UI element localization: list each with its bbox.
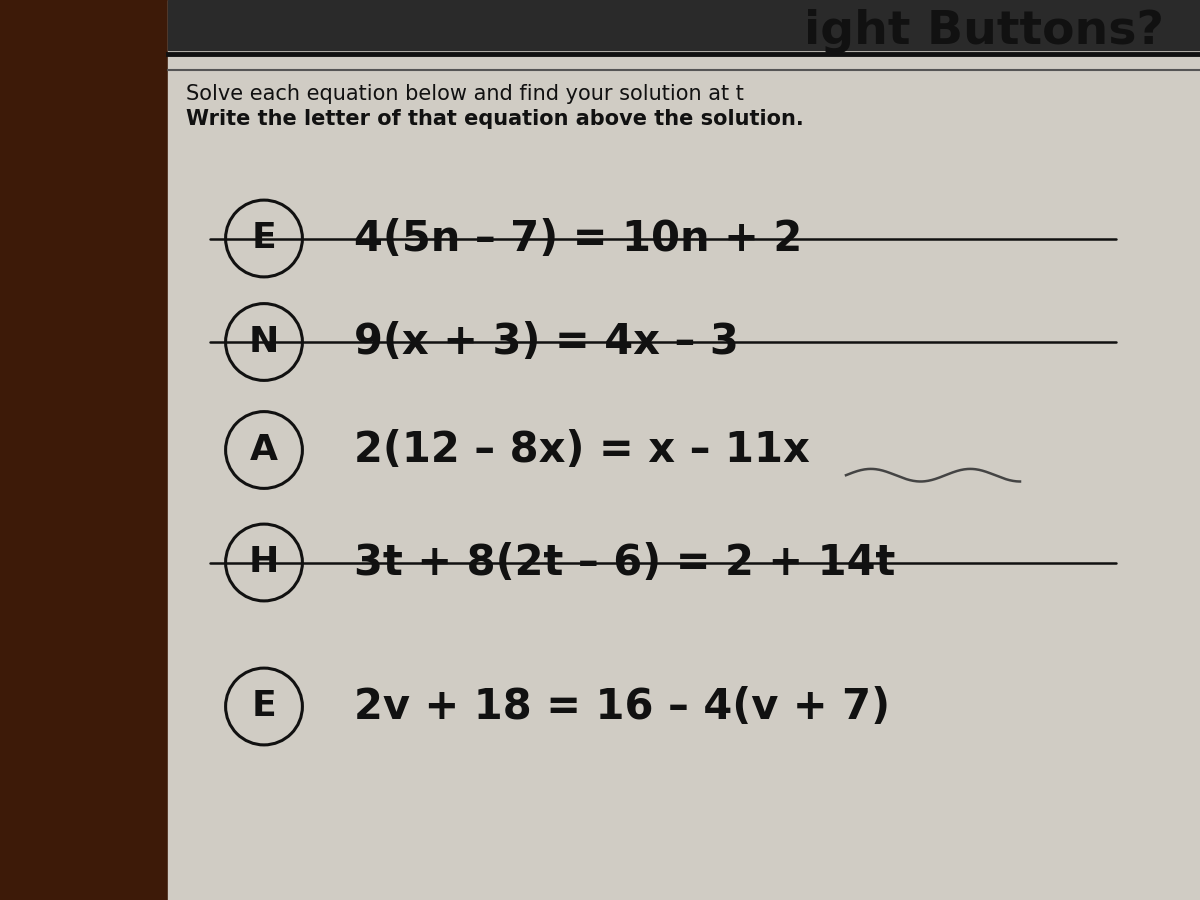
Bar <box>168 0 1200 50</box>
Text: 2(12 – 8x) = x – 11x: 2(12 – 8x) = x – 11x <box>354 429 810 471</box>
Text: E: E <box>252 689 276 724</box>
Bar <box>168 0 1200 900</box>
Text: 4(5n – 7) = 10n + 2: 4(5n – 7) = 10n + 2 <box>354 218 803 259</box>
Text: Write the letter of that equation above the solution.: Write the letter of that equation above … <box>186 109 804 129</box>
Text: 2v + 18 = 16 – 4(v + 7): 2v + 18 = 16 – 4(v + 7) <box>354 686 890 727</box>
Bar <box>0 0 168 900</box>
Text: Solve each equation below and find your solution at t: Solve each equation below and find your … <box>186 85 744 104</box>
Text: A: A <box>250 433 278 467</box>
Text: E: E <box>252 221 276 256</box>
Text: 9(x + 3) = 4x – 3: 9(x + 3) = 4x – 3 <box>354 321 739 363</box>
Text: ight Buttons?: ight Buttons? <box>804 9 1164 54</box>
Text: H: H <box>248 545 280 580</box>
Text: 3t + 8(2t – 6) = 2 + 14t: 3t + 8(2t – 6) = 2 + 14t <box>354 542 895 583</box>
Text: N: N <box>248 325 280 359</box>
